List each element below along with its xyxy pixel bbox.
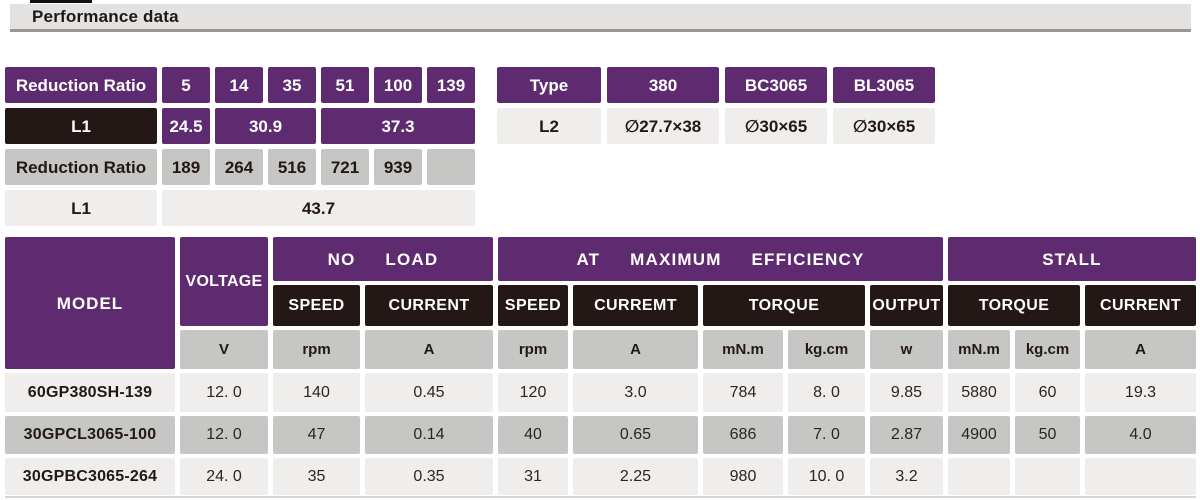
data-cell: 3.2 <box>870 458 943 495</box>
l1-value: 43.7 <box>162 190 475 226</box>
l1-value: 30.9 <box>215 108 316 144</box>
subheader-output: OUTPUT <box>870 285 943 326</box>
data-cell: 0.35 <box>365 458 493 495</box>
unit-watt: w <box>870 330 943 369</box>
data-cell: 0.14 <box>365 416 493 454</box>
section-title-bar: Performance data <box>10 4 1191 32</box>
data-cell: 7. 0 <box>788 416 865 454</box>
data-cell: 140 <box>273 373 360 412</box>
data-cell: 19.3 <box>1085 373 1196 412</box>
ratio-value: 5 <box>162 67 210 103</box>
ratio-value: 100 <box>374 67 422 103</box>
subheader-torque: TORQUE <box>948 285 1080 326</box>
unit-kgcm: kg.cm <box>1015 330 1080 369</box>
data-cell: 686 <box>703 416 783 454</box>
unit-amp: A <box>1085 330 1196 369</box>
data-cell: 0.45 <box>365 373 493 412</box>
data-cell: 50 <box>1015 416 1080 454</box>
data-cell-empty <box>1015 458 1080 495</box>
l1-header: L1 <box>5 108 157 144</box>
l1-value: 24.5 <box>162 108 210 144</box>
unit-kgcm: kg.cm <box>788 330 865 369</box>
data-cell: 980 <box>703 458 783 495</box>
reduction-ratio-header-2: Reduction Ratio <box>5 149 157 185</box>
data-cell: 2.25 <box>573 458 698 495</box>
group-header-stall: STALL <box>948 237 1196 281</box>
unit-volt: V <box>180 330 268 369</box>
type-value: BL3065 <box>833 67 935 103</box>
type-dimension-table: Type 380 BC3065 BL3065 L2 ∅27.7×38 ∅30×6… <box>497 67 935 144</box>
subheader-current: CURREMT <box>573 285 698 326</box>
l1-header-2: L1 <box>5 190 157 226</box>
l2-header: L2 <box>497 108 601 144</box>
l2-dimension: ∅30×65 <box>725 108 827 144</box>
reduction-ratio-table: Reduction Ratio 5 14 35 51 100 139 L1 24… <box>5 67 475 226</box>
data-cell-empty <box>1085 458 1196 495</box>
ratio-value-empty <box>427 149 475 185</box>
subheader-torque: TORQUE <box>703 285 865 326</box>
data-cell: 40 <box>498 416 568 454</box>
data-cell: 9.85 <box>870 373 943 412</box>
type-header: Type <box>497 67 601 103</box>
data-cell: 35 <box>273 458 360 495</box>
table-bottom-rule <box>5 496 1196 498</box>
unit-amp: A <box>365 330 493 369</box>
subheader-current: CURRENT <box>1085 285 1196 326</box>
ratio-value: 14 <box>215 67 263 103</box>
l2-dimension: ∅27.7×38 <box>607 108 719 144</box>
data-cell: 47 <box>273 416 360 454</box>
unit-rpm: rpm <box>273 330 360 369</box>
data-cell-empty <box>948 458 1010 495</box>
voltage-column-header: VOLTAGE <box>180 237 268 326</box>
data-cell: 4.0 <box>1085 416 1196 454</box>
data-cell: 784 <box>703 373 783 412</box>
ratio-value: 721 <box>321 149 369 185</box>
subheader-current: CURRENT <box>365 285 493 326</box>
data-cell: 4900 <box>948 416 1010 454</box>
subheader-speed: SPEED <box>498 285 568 326</box>
l1-value: 37.3 <box>321 108 475 144</box>
data-cell: 3.0 <box>573 373 698 412</box>
data-cell: 31 <box>498 458 568 495</box>
unit-mnm: mN.m <box>948 330 1010 369</box>
data-cell: 2.87 <box>870 416 943 454</box>
l2-dimension: ∅30×65 <box>833 108 935 144</box>
model-name: 60GP380SH-139 <box>5 373 175 412</box>
group-header-no-load: NO LOAD <box>273 237 493 281</box>
model-name: 30GPCL3065-100 <box>5 416 175 454</box>
title-accent-strip <box>30 0 92 3</box>
ratio-value: 264 <box>215 149 263 185</box>
data-cell: 5880 <box>948 373 1010 412</box>
data-cell: 10. 0 <box>788 458 865 495</box>
data-cell: 60 <box>1015 373 1080 412</box>
model-column-header: MODEL <box>5 237 175 369</box>
model-name: 30GPBC3065-264 <box>5 458 175 495</box>
performance-table: MODEL VOLTAGE NO LOAD AT MAXIMUM EFFICIE… <box>5 237 1196 495</box>
page-title: Performance data <box>32 6 179 26</box>
data-cell: 8. 0 <box>788 373 865 412</box>
data-cell: 12. 0 <box>180 373 268 412</box>
type-value: BC3065 <box>725 67 827 103</box>
ratio-value: 189 <box>162 149 210 185</box>
ratio-value: 516 <box>268 149 316 185</box>
data-cell: 0.65 <box>573 416 698 454</box>
data-cell: 120 <box>498 373 568 412</box>
ratio-value: 51 <box>321 67 369 103</box>
unit-rpm: rpm <box>498 330 568 369</box>
ratio-value: 139 <box>427 67 475 103</box>
reduction-ratio-header: Reduction Ratio <box>5 67 157 103</box>
ratio-value: 939 <box>374 149 422 185</box>
ratio-value: 35 <box>268 67 316 103</box>
data-cell: 24. 0 <box>180 458 268 495</box>
group-header-max-efficiency: AT MAXIMUM EFFICIENCY <box>498 237 943 281</box>
subheader-speed: SPEED <box>273 285 360 326</box>
data-cell: 12. 0 <box>180 416 268 454</box>
type-value: 380 <box>607 67 719 103</box>
unit-mnm: mN.m <box>703 330 783 369</box>
unit-amp: A <box>573 330 698 369</box>
